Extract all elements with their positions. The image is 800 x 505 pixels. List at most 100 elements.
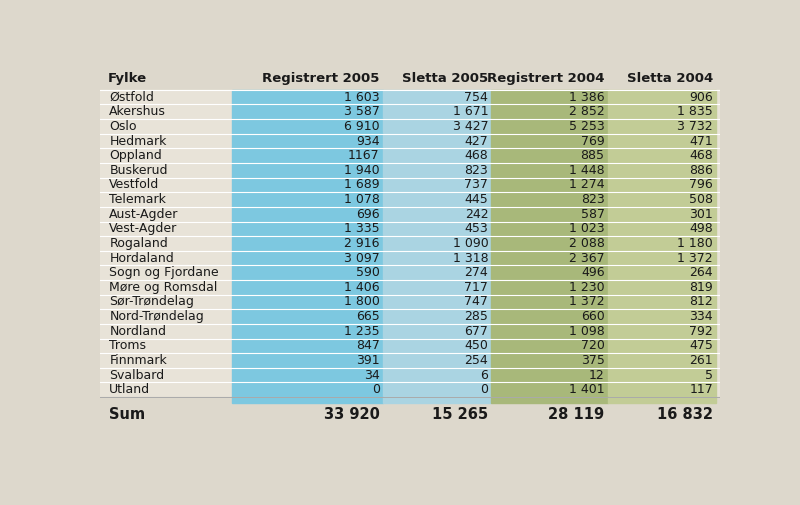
Text: 1 180: 1 180 — [678, 237, 713, 250]
Bar — [232, 266, 383, 280]
Bar — [491, 236, 608, 251]
Bar — [232, 178, 383, 192]
Bar — [232, 90, 383, 105]
Text: Sum: Sum — [110, 408, 146, 422]
Bar — [100, 148, 720, 163]
Text: 847: 847 — [356, 339, 380, 352]
Bar — [100, 309, 720, 324]
Text: 6 910: 6 910 — [344, 120, 380, 133]
Bar — [100, 338, 720, 353]
Bar — [383, 105, 491, 119]
Text: 747: 747 — [464, 295, 488, 309]
Text: 427: 427 — [465, 134, 488, 147]
Text: 496: 496 — [581, 266, 605, 279]
Text: 445: 445 — [465, 193, 488, 206]
Text: 34: 34 — [364, 369, 380, 382]
Bar — [383, 295, 491, 309]
Bar — [100, 397, 720, 403]
Text: 453: 453 — [465, 222, 488, 235]
Bar — [608, 382, 716, 397]
Bar — [100, 134, 720, 148]
Text: Registrert 2005: Registrert 2005 — [262, 72, 380, 85]
Bar — [232, 134, 383, 148]
Bar — [383, 280, 491, 295]
Text: 261: 261 — [690, 354, 713, 367]
Bar — [491, 353, 608, 368]
Text: Møre og Romsdal: Møre og Romsdal — [110, 281, 218, 294]
Text: 1 078: 1 078 — [344, 193, 380, 206]
Text: Oppland: Oppland — [110, 149, 162, 162]
Bar — [491, 266, 608, 280]
Bar — [608, 105, 716, 119]
Text: Telemark: Telemark — [110, 193, 166, 206]
Text: Rogaland: Rogaland — [110, 237, 168, 250]
Bar — [100, 222, 720, 236]
Text: 2 367: 2 367 — [569, 251, 605, 265]
Text: 2 916: 2 916 — [344, 237, 380, 250]
Bar — [383, 192, 491, 207]
Bar — [232, 251, 383, 266]
Bar — [232, 192, 383, 207]
Bar — [491, 148, 608, 163]
Text: 1 023: 1 023 — [569, 222, 605, 235]
Bar — [383, 324, 491, 338]
Text: 720: 720 — [581, 339, 605, 352]
Bar — [608, 280, 716, 295]
Text: Vestfold: Vestfold — [110, 178, 159, 191]
Text: 1 406: 1 406 — [344, 281, 380, 294]
Text: Utland: Utland — [110, 383, 150, 396]
Bar — [232, 119, 383, 134]
Bar — [100, 90, 720, 105]
Bar — [232, 295, 383, 309]
Text: 717: 717 — [464, 281, 488, 294]
Bar — [491, 163, 608, 178]
Text: 242: 242 — [465, 208, 488, 221]
Bar — [491, 338, 608, 353]
Bar — [232, 236, 383, 251]
Bar — [608, 251, 716, 266]
Text: 334: 334 — [690, 310, 713, 323]
Text: 823: 823 — [465, 164, 488, 177]
Text: 665: 665 — [356, 310, 380, 323]
Text: 285: 285 — [464, 310, 488, 323]
Text: 792: 792 — [690, 325, 713, 338]
Text: Oslo: Oslo — [110, 120, 137, 133]
Bar — [608, 119, 716, 134]
Text: 769: 769 — [581, 134, 605, 147]
Text: 1 230: 1 230 — [569, 281, 605, 294]
Text: 15 265: 15 265 — [432, 408, 488, 422]
Text: 885: 885 — [581, 149, 605, 162]
Bar — [383, 266, 491, 280]
Text: 468: 468 — [690, 149, 713, 162]
Text: 660: 660 — [581, 310, 605, 323]
Text: 1 098: 1 098 — [569, 325, 605, 338]
Text: 1 800: 1 800 — [344, 295, 380, 309]
Bar — [608, 368, 716, 382]
Text: 450: 450 — [464, 339, 488, 352]
Text: 0: 0 — [372, 383, 380, 396]
Bar — [383, 382, 491, 397]
Text: 468: 468 — [465, 149, 488, 162]
Text: 587: 587 — [581, 208, 605, 221]
Text: 375: 375 — [581, 354, 605, 367]
Text: Sletta 2004: Sletta 2004 — [626, 72, 713, 85]
Text: 1 090: 1 090 — [453, 237, 488, 250]
Text: 1 386: 1 386 — [569, 91, 605, 104]
Text: 5 253: 5 253 — [569, 120, 605, 133]
Text: Buskerud: Buskerud — [110, 164, 168, 177]
Text: 1 274: 1 274 — [569, 178, 605, 191]
Bar — [383, 309, 491, 324]
Text: 1 235: 1 235 — [344, 325, 380, 338]
Text: 3 097: 3 097 — [344, 251, 380, 265]
Bar — [232, 397, 383, 403]
Text: 677: 677 — [464, 325, 488, 338]
Bar — [100, 251, 720, 266]
Text: Troms: Troms — [110, 339, 146, 352]
Text: 1 940: 1 940 — [344, 164, 380, 177]
Bar — [100, 163, 720, 178]
Bar — [608, 266, 716, 280]
Text: Nordland: Nordland — [110, 325, 166, 338]
Text: 5: 5 — [705, 369, 713, 382]
Bar — [100, 280, 720, 295]
Text: Aust-Agder: Aust-Agder — [110, 208, 178, 221]
